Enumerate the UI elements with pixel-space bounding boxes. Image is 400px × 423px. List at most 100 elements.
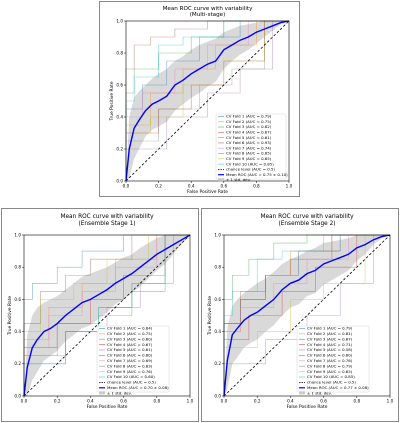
roc-panel-ensemble-stage-2: Mean ROC curve with variability (Ensemble… <box>201 208 399 422</box>
x-tick-label: 0.0 <box>21 399 28 404</box>
y-tick-label: 0.0 <box>116 178 123 183</box>
y-axis-label: True Positive Rate <box>7 296 13 336</box>
chart-title: Mean ROC curve with variability <box>260 214 354 220</box>
mean-roc-curve <box>23 234 191 397</box>
y-tick-label: 0.4 <box>14 329 21 334</box>
y-tick-label: 0.6 <box>14 297 21 302</box>
legend-swatch-std <box>218 178 224 182</box>
roc-panel-multi-stage: Mean ROC curve with variability (Multi-st… <box>99 1 300 197</box>
legend-label-chance: chance level (AUC = 0.5) <box>307 380 356 385</box>
legend-label-fold-1: CV Fold 1 (AUC = 0.84) <box>107 326 153 331</box>
legend-label-std: ± 1 std. dev. <box>107 390 132 395</box>
plot-frame <box>23 234 191 397</box>
legend-label-fold-3: CV Fold 3 (AUC = 0.60) <box>107 336 153 341</box>
fold-7-curve <box>23 234 190 396</box>
legend-swatch-std <box>99 391 105 395</box>
chart-subtitle: (Ensemble Stage 1) <box>78 221 135 227</box>
fold-3-curve <box>223 234 390 396</box>
y-axis-label: True Positive Rate <box>109 81 115 121</box>
fold-10-curve <box>23 234 190 396</box>
legend-label-fold-7: CV Fold 7 (AUC = 0.74) <box>226 145 272 150</box>
legend-label-fold-5: CV Fold 5 (AUC = 0.58) <box>307 347 353 352</box>
x-axis-label: False Positive Rate <box>187 189 228 195</box>
x-tick-label: 0.4 <box>287 399 294 404</box>
x-tick-label: 0.4 <box>188 184 195 189</box>
chart-subtitle: (Ensemble Stage 2) <box>278 221 335 227</box>
legend-label-fold-1: CV Fold 1 (AUC = 0.79) <box>226 114 272 119</box>
x-tick-label: 0.8 <box>253 184 260 189</box>
legend-label-fold-9: CV Fold 9 (AUC = 0.65) <box>226 156 272 161</box>
legend-label-fold-8: CV Fold 8 (AUC = 0.79) <box>307 363 353 368</box>
plot-frame <box>125 20 290 182</box>
y-tick-label: 0.8 <box>14 265 21 270</box>
legend-label-fold-3: CV Fold 3 (AUC = 0.82) <box>226 124 272 129</box>
legend-label-mean: Mean ROC (AUC = 0.75 ± 0.10) <box>226 172 288 177</box>
fold-5-curve <box>223 234 390 396</box>
x-tick-label: 1.0 <box>187 399 194 404</box>
plot-frame <box>223 234 391 397</box>
legend-label-mean: Mean ROC (AUC = 0.70 ± 0.08) <box>107 385 169 390</box>
x-tick-label: 0.8 <box>353 399 360 404</box>
legend-label-fold-9: CV Fold 9 (AUC = 0.65) <box>307 369 353 374</box>
fold-4-curve <box>223 234 390 396</box>
y-tick-label: 0.8 <box>116 50 123 55</box>
legend-label-fold-5: CV Fold 5 (AUC = 0.61) <box>226 135 272 140</box>
x-tick-label: 0.0 <box>123 184 130 189</box>
y-tick-label: 1.0 <box>214 232 221 237</box>
fold-8-curve <box>223 234 390 396</box>
y-tick-label: 1.0 <box>116 18 123 23</box>
legend-label-fold-7: CV Fold 7 (AUC = 0.69) <box>107 358 153 363</box>
y-tick-label: 0.6 <box>116 82 123 87</box>
legend-label-fold-6: CV Fold 6 (AUC = 0.80) <box>107 353 153 358</box>
y-tick-label: 0.0 <box>14 393 21 398</box>
fold-10-curve <box>125 20 289 181</box>
legend-label-fold-9: CV Fold 9 (AUC = 0.76) <box>107 369 153 374</box>
x-tick-label: 0.2 <box>155 184 162 189</box>
x-tick-label: 0.6 <box>320 399 327 404</box>
legend-label-mean: Mean ROC (AUC = 0.77 ± 0.08) <box>307 385 369 390</box>
legend-label-chance: chance level (AUC = 0.5) <box>226 167 275 172</box>
fold-10-curve <box>223 234 390 396</box>
y-tick-label: 0.2 <box>116 146 123 151</box>
fold-1-curve <box>23 234 190 396</box>
legend-label-fold-6: CV Fold 6 (AUC = 0.80) <box>307 353 353 358</box>
y-tick-label: 0.2 <box>214 361 221 366</box>
fold-9-curve <box>223 234 390 396</box>
y-tick-label: 0.4 <box>214 329 221 334</box>
x-tick-label: 0.8 <box>153 399 160 404</box>
legend-label-fold-2: CV Fold 2 (AUC = 0.75) <box>107 331 153 336</box>
legend-label-fold-10: CV Fold 10 (AUC = 0.60) <box>107 374 155 379</box>
roc-chart-ensemble-stage-1: Mean ROC curve with variability(Ensemble… <box>7 214 194 410</box>
x-tick-label: 0.6 <box>120 399 127 404</box>
legend-box <box>296 325 370 393</box>
x-tick-label: 0.6 <box>220 184 227 189</box>
legend-label-fold-1: CV Fold 1 (AUC = 0.79) <box>307 326 353 331</box>
legend-label-fold-2: CV Fold 2 (AUC = 0.81) <box>307 331 353 336</box>
chart-title: Mean ROC curve with variability <box>60 214 154 220</box>
legend-label-chance: chance level (AUC = 0.5) <box>107 380 156 385</box>
fold-1-curve <box>125 20 289 181</box>
y-tick-label: 0.4 <box>116 114 123 119</box>
roc-panel-ensemble-stage-1: Mean ROC curve with variability (Ensemble… <box>1 208 199 422</box>
mean-roc-curve <box>223 234 391 397</box>
y-tick-label: 0.8 <box>214 265 221 270</box>
legend-label-std: ± 1 std. dev. <box>307 390 332 395</box>
y-axis-label: True Positive Rate <box>207 296 213 336</box>
y-tick-label: 0.6 <box>214 297 221 302</box>
legend-label-fold-3: CV Fold 3 (AUC = 0.87) <box>307 336 353 341</box>
legend-label-fold-5: CV Fold 5 (AUC = 0.61) <box>107 347 153 352</box>
legend-label-fold-4: CV Fold 4 (AUC = 0.67) <box>107 342 153 347</box>
x-tick-label: 1.0 <box>387 399 394 404</box>
legend-swatch-std <box>299 391 305 395</box>
y-tick-label: 0.0 <box>214 393 221 398</box>
x-tick-label: 0.0 <box>221 399 228 404</box>
legend-label-fold-2: CV Fold 2 (AUC = 0.75) <box>226 119 272 124</box>
legend-label-fold-6: CV Fold 6 (AUC = 0.93) <box>226 140 272 145</box>
legend-box <box>96 325 170 393</box>
fold-9-curve <box>23 234 190 396</box>
legend-label-fold-7: CV Fold 7 (AUC = 0.76) <box>307 358 353 363</box>
x-axis-label: False Positive Rate <box>287 404 328 410</box>
chart-subtitle: (Multi-stage) <box>190 12 226 18</box>
legend-box <box>215 113 287 180</box>
x-tick-label: 1.0 <box>286 184 293 189</box>
